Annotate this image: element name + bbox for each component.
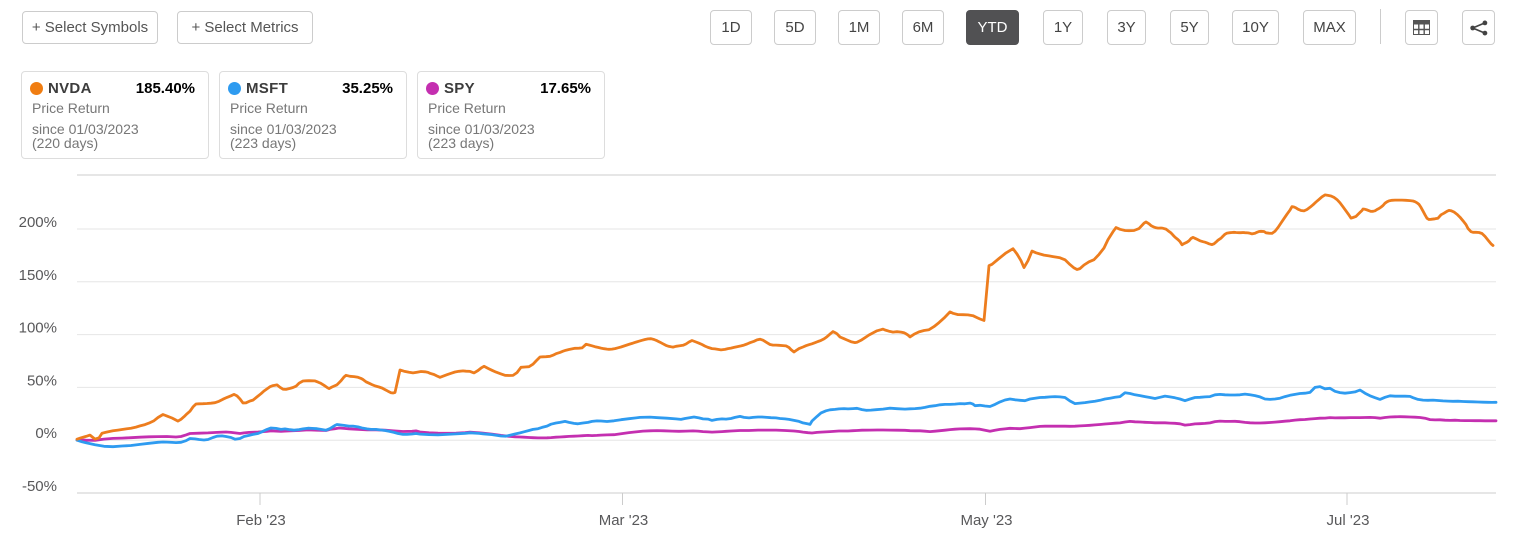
svg-text:100%: 100% bbox=[19, 320, 57, 337]
svg-text:50%: 50% bbox=[27, 372, 57, 389]
svg-text:Jul '23: Jul '23 bbox=[1327, 512, 1370, 529]
svg-text:0%: 0% bbox=[35, 425, 57, 442]
svg-text:Feb '23: Feb '23 bbox=[236, 512, 286, 529]
svg-text:-50%: -50% bbox=[22, 478, 57, 495]
svg-text:May '23: May '23 bbox=[960, 512, 1012, 529]
svg-text:150%: 150% bbox=[19, 267, 57, 284]
svg-text:200%: 200% bbox=[19, 214, 57, 231]
svg-text:Mar '23: Mar '23 bbox=[599, 512, 649, 529]
